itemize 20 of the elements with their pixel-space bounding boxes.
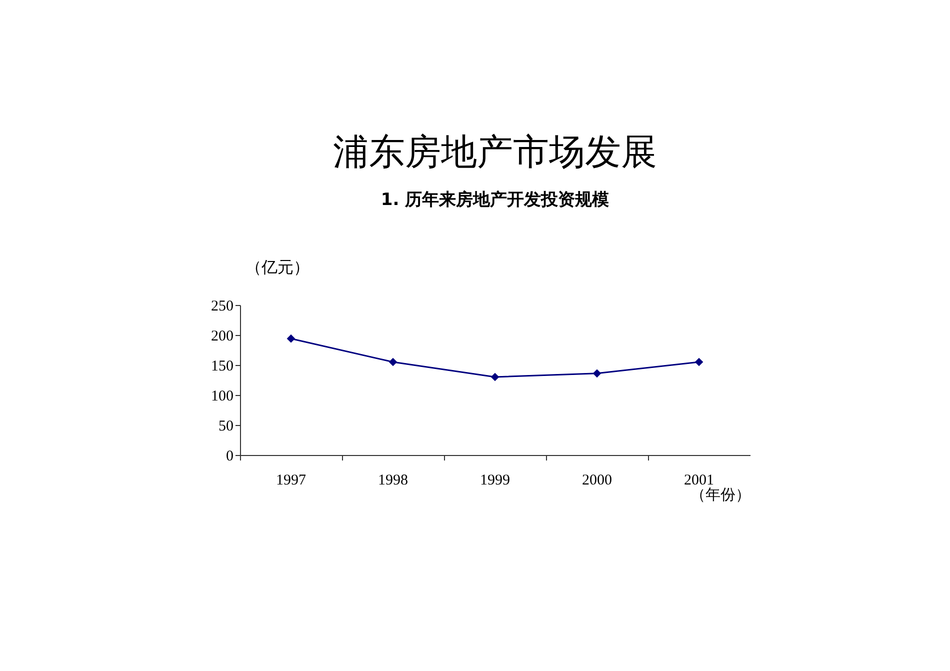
point (286, 334, 296, 343)
y-tick-label: 250 (211, 298, 234, 314)
point (592, 369, 602, 378)
y-tick-label: 100 (211, 388, 234, 404)
x-tick-label: 1997 (276, 472, 306, 488)
x-tick-label: 2001 (684, 472, 714, 488)
y-tick-label: 0 (226, 448, 234, 464)
chart-subtitle: 1. 历年来房地产开发投资规模 (380, 190, 610, 210)
y-axis-title: （亿元） (246, 260, 310, 276)
x-tick-label: 1999 (480, 472, 510, 488)
x-tick-label: 2000 (582, 472, 612, 488)
point (388, 358, 398, 366)
chart-title: 浦东房地产市场发展 (333, 132, 657, 173)
y-tick-label: 50 (218, 418, 234, 434)
y-tick-label: 150 (211, 358, 234, 374)
x-axis-title: （年份） (690, 486, 750, 504)
point (490, 372, 500, 382)
point (694, 358, 704, 366)
x-tick-label: 1998 (378, 472, 408, 488)
y-tick-label: 200 (211, 328, 234, 344)
